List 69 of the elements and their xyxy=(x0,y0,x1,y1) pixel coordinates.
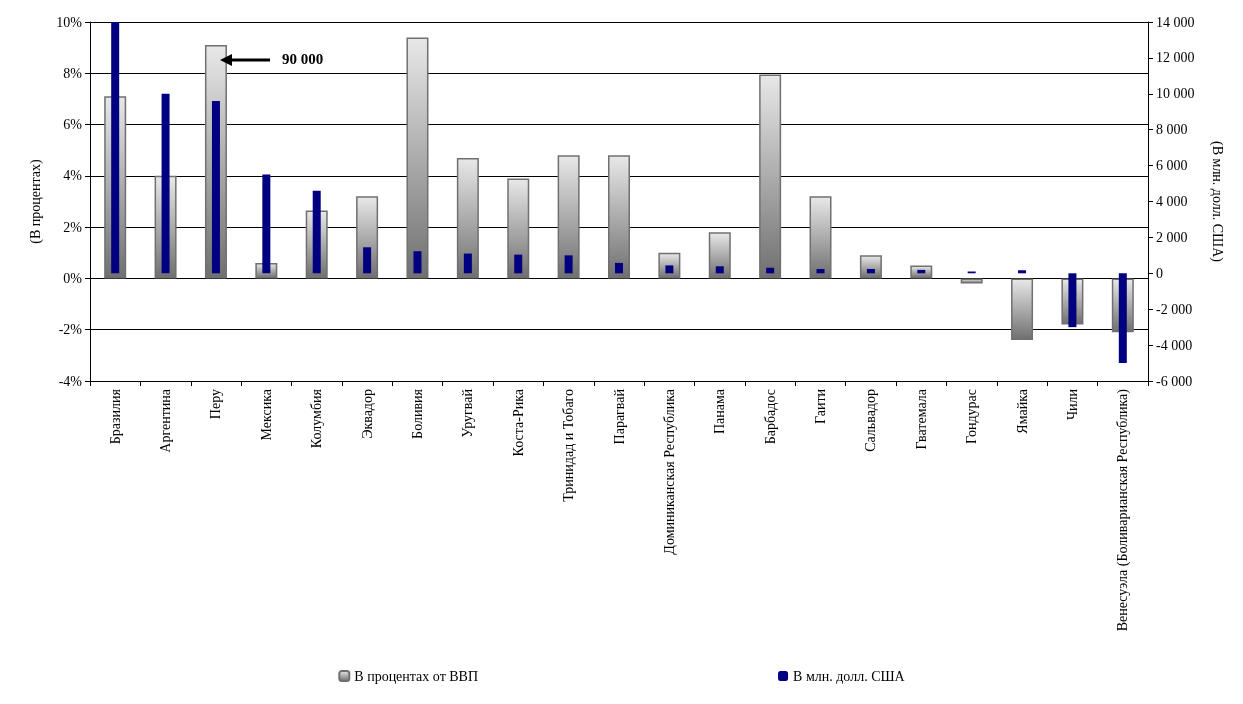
bar xyxy=(866,268,875,274)
x-tick-label: Сальвадор xyxy=(863,389,879,452)
y2-tick-label: 4 000 xyxy=(1156,194,1188,209)
y2-tick-label: 6 000 xyxy=(1156,158,1188,174)
bar xyxy=(1018,270,1027,274)
bar xyxy=(816,268,825,274)
y2-tick-label: -4 000 xyxy=(1156,337,1193,353)
bar xyxy=(363,247,372,274)
y2-tick-label: -2 000 xyxy=(1156,301,1193,317)
bar xyxy=(514,254,523,274)
y-tick-label: -2% xyxy=(58,322,83,338)
bar xyxy=(406,37,429,279)
y-tick-label: 8% xyxy=(63,65,83,81)
bar xyxy=(1011,278,1034,340)
bar xyxy=(456,157,479,279)
bar xyxy=(910,265,933,279)
x-tick-label: Бразилия xyxy=(107,388,123,445)
y2-axis-title: (В млн. долл. США) xyxy=(1208,141,1225,263)
bar xyxy=(859,255,882,279)
y-tick-label: -4% xyxy=(58,373,83,389)
x-tick-label: Коста-Рика xyxy=(510,388,526,457)
x-tick-label: Чили xyxy=(1064,388,1080,421)
y2-tick-label: 14 000 xyxy=(1156,14,1195,30)
bar xyxy=(557,155,580,279)
bar xyxy=(564,255,573,274)
bar xyxy=(507,178,530,279)
x-tick-label: Перу xyxy=(208,389,224,420)
y-tick-label: 0% xyxy=(63,270,83,286)
y2-tick-label: 0 xyxy=(1156,265,1163,281)
bar xyxy=(413,251,422,274)
bar xyxy=(708,232,731,279)
x-tick-label: Барбадос xyxy=(762,389,778,445)
x-tick-label: Панама xyxy=(712,388,728,435)
bar xyxy=(665,265,674,274)
bar xyxy=(211,100,220,274)
legend-label: В млн. долл. США xyxy=(793,668,906,684)
x-tick-label: Доминиканская Республика xyxy=(661,388,677,555)
bar xyxy=(715,266,724,274)
x-tick-label: Тринидад и Тобаго xyxy=(561,389,577,502)
x-tick-label: Гондурас xyxy=(964,389,980,444)
x-tick-label: Аргентина xyxy=(158,388,174,453)
y-tick-label: 4% xyxy=(63,168,83,184)
x-tick-label: Венесуэла (Боливарианская Республика) xyxy=(1115,388,1132,632)
y2-tick-label: 10 000 xyxy=(1156,86,1195,102)
x-tick-label: Колумбия xyxy=(309,388,325,449)
bar xyxy=(615,262,623,274)
y-tick-label: 10% xyxy=(56,14,83,30)
x-tick-label: Уругвай xyxy=(460,388,476,438)
bar xyxy=(809,196,832,279)
x-tick-label: Гаити xyxy=(813,388,829,425)
legend-label: В процентах от ВВП xyxy=(354,668,479,684)
bar xyxy=(608,155,630,279)
x-tick-label: Парагвай xyxy=(611,388,627,445)
x-tick-label: Ямайка xyxy=(1014,388,1030,434)
y-tick-label: 6% xyxy=(63,117,83,133)
bar xyxy=(463,253,472,274)
y2-tick-label: 12 000 xyxy=(1156,50,1195,66)
annotation: 90 000 xyxy=(282,51,324,68)
y2-tick-label: 2 000 xyxy=(1156,229,1188,245)
x-tick-label: Боливия xyxy=(409,388,425,439)
y-axis-title: (В процентах) xyxy=(27,158,44,244)
bar xyxy=(759,74,782,279)
y2-tick-label: -6 000 xyxy=(1156,373,1193,389)
y-tick-label: 2% xyxy=(63,219,83,235)
bar xyxy=(960,278,983,284)
y2-tick-label: 8 000 xyxy=(1156,122,1188,138)
x-tick-label: Эквадор xyxy=(359,389,375,439)
x-tick-label: Мексика xyxy=(258,388,274,441)
x-tick-label: Гватемала xyxy=(913,388,929,450)
